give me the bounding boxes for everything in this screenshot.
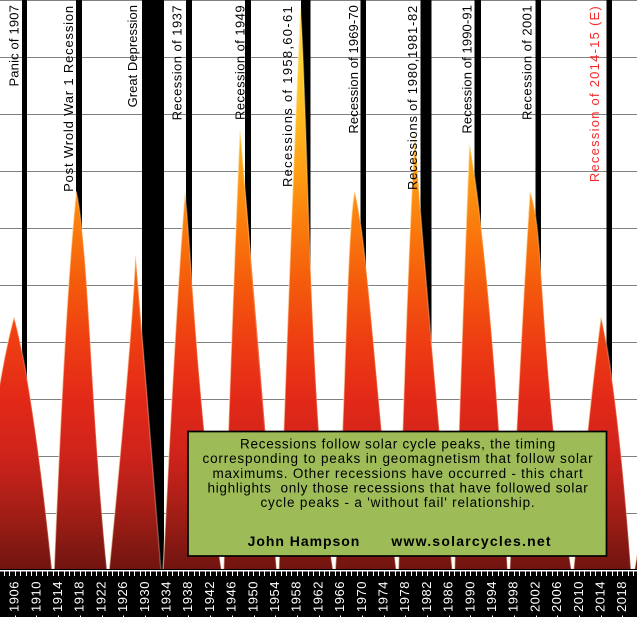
svg-text:Recession of 1969-70: Recession of 1969-70	[346, 5, 361, 134]
svg-text:1942: 1942	[202, 581, 217, 612]
svg-text:2014: 2014	[593, 581, 608, 612]
svg-text:highlights only those recessi: highlights only those recessions that ha…	[207, 480, 588, 495]
svg-text:cycle peaks - a 'without fail': cycle peaks - a 'without fail' relations…	[261, 495, 536, 510]
svg-text:Recession of 1937: Recession of 1937	[170, 5, 185, 120]
svg-text:Recession of 1990-91: Recession of 1990-91	[460, 5, 475, 134]
svg-text:1986: 1986	[441, 581, 456, 612]
svg-text:1934: 1934	[159, 581, 174, 612]
svg-text:maximums. Other recessions hav: maximums. Other recessions have occurred…	[213, 466, 584, 481]
svg-text:1922: 1922	[93, 581, 108, 612]
svg-text:Recessions follow solar cycle: Recessions follow solar cycle peaks, the…	[240, 437, 556, 452]
svg-text:corresponding to peaks in geom: corresponding to peaks in geomagnetism t…	[203, 451, 594, 466]
svg-text:1994: 1994	[484, 581, 499, 612]
svg-text:Recession of 2001: Recession of 2001	[520, 5, 535, 120]
svg-text:1946: 1946	[224, 581, 239, 612]
svg-text:2006: 2006	[549, 581, 564, 612]
svg-text:2010: 2010	[571, 581, 586, 612]
svg-text:Recessions of 1958,60-61: Recessions of 1958,60-61	[280, 5, 295, 187]
svg-text:2002: 2002	[527, 581, 542, 612]
svg-text:1958: 1958	[289, 581, 304, 612]
svg-text:Recession of 2014-15 (E): Recession of 2014-15 (E)	[587, 5, 602, 182]
svg-text:www.solarcycles.net: www.solarcycles.net	[390, 533, 551, 549]
svg-text:1982: 1982	[419, 581, 434, 612]
svg-text:1974: 1974	[376, 581, 391, 612]
svg-text:1906: 1906	[7, 581, 22, 612]
svg-text:1938: 1938	[180, 581, 195, 612]
svg-text:1962: 1962	[310, 581, 325, 612]
svg-text:Panic of 1907: Panic of 1907	[7, 5, 22, 87]
svg-text:1954: 1954	[267, 581, 282, 612]
svg-text:Recessions of 1980,1981-82: Recessions of 1980,1981-82	[405, 5, 420, 190]
svg-text:1970: 1970	[354, 581, 369, 612]
svg-text:1950: 1950	[245, 581, 260, 612]
svg-text:1998: 1998	[506, 581, 521, 612]
svg-text:Recession of 1949: Recession of 1949	[233, 5, 248, 120]
svg-text:1914: 1914	[50, 581, 65, 612]
svg-text:1926: 1926	[115, 581, 130, 612]
svg-text:2018: 2018	[614, 581, 629, 612]
svg-text:1930: 1930	[137, 581, 152, 612]
svg-text:1990: 1990	[462, 581, 477, 612]
svg-text:1910: 1910	[28, 581, 43, 612]
svg-text:1918: 1918	[72, 581, 87, 612]
svg-text:John Hampson: John Hampson	[248, 533, 361, 549]
svg-text:1978: 1978	[397, 581, 412, 612]
svg-text:Great Depression: Great Depression	[125, 5, 140, 107]
svg-text:Post Wrold War 1 Recession: Post Wrold War 1 Recession	[61, 5, 76, 192]
svg-text:1966: 1966	[332, 581, 347, 612]
